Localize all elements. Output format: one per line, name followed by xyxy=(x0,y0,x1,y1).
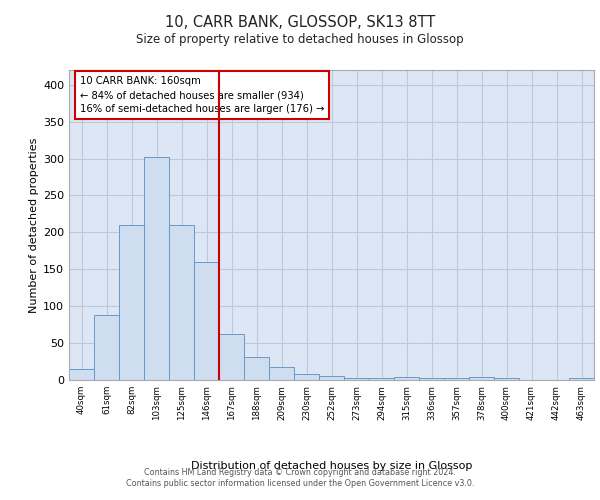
Bar xyxy=(144,157,169,380)
Text: Contains HM Land Registry data © Crown copyright and database right 2024.
Contai: Contains HM Land Registry data © Crown c… xyxy=(126,468,474,487)
Bar xyxy=(244,357,269,380)
Text: 10 CARR BANK: 160sqm
← 84% of detached houses are smaller (934)
16% of semi-deta: 10 CARR BANK: 160sqm ← 84% of detached h… xyxy=(79,76,324,114)
Bar xyxy=(94,315,119,380)
Bar xyxy=(169,225,194,380)
Y-axis label: Number of detached properties: Number of detached properties xyxy=(29,138,39,312)
Bar xyxy=(219,334,244,380)
Bar xyxy=(394,377,419,380)
Bar xyxy=(469,377,494,380)
Bar xyxy=(294,374,319,380)
Bar xyxy=(494,378,519,380)
X-axis label: Distribution of detached houses by size in Glossop: Distribution of detached houses by size … xyxy=(191,462,472,471)
Bar xyxy=(269,366,294,380)
Bar xyxy=(569,378,594,380)
Bar xyxy=(444,378,469,380)
Bar xyxy=(369,378,394,380)
Bar xyxy=(344,378,369,380)
Text: 10, CARR BANK, GLOSSOP, SK13 8TT: 10, CARR BANK, GLOSSOP, SK13 8TT xyxy=(165,15,435,30)
Bar xyxy=(319,376,344,380)
Bar xyxy=(419,378,444,380)
Bar xyxy=(119,225,144,380)
Bar xyxy=(69,369,94,380)
Text: Size of property relative to detached houses in Glossop: Size of property relative to detached ho… xyxy=(136,32,464,46)
Bar xyxy=(194,262,219,380)
